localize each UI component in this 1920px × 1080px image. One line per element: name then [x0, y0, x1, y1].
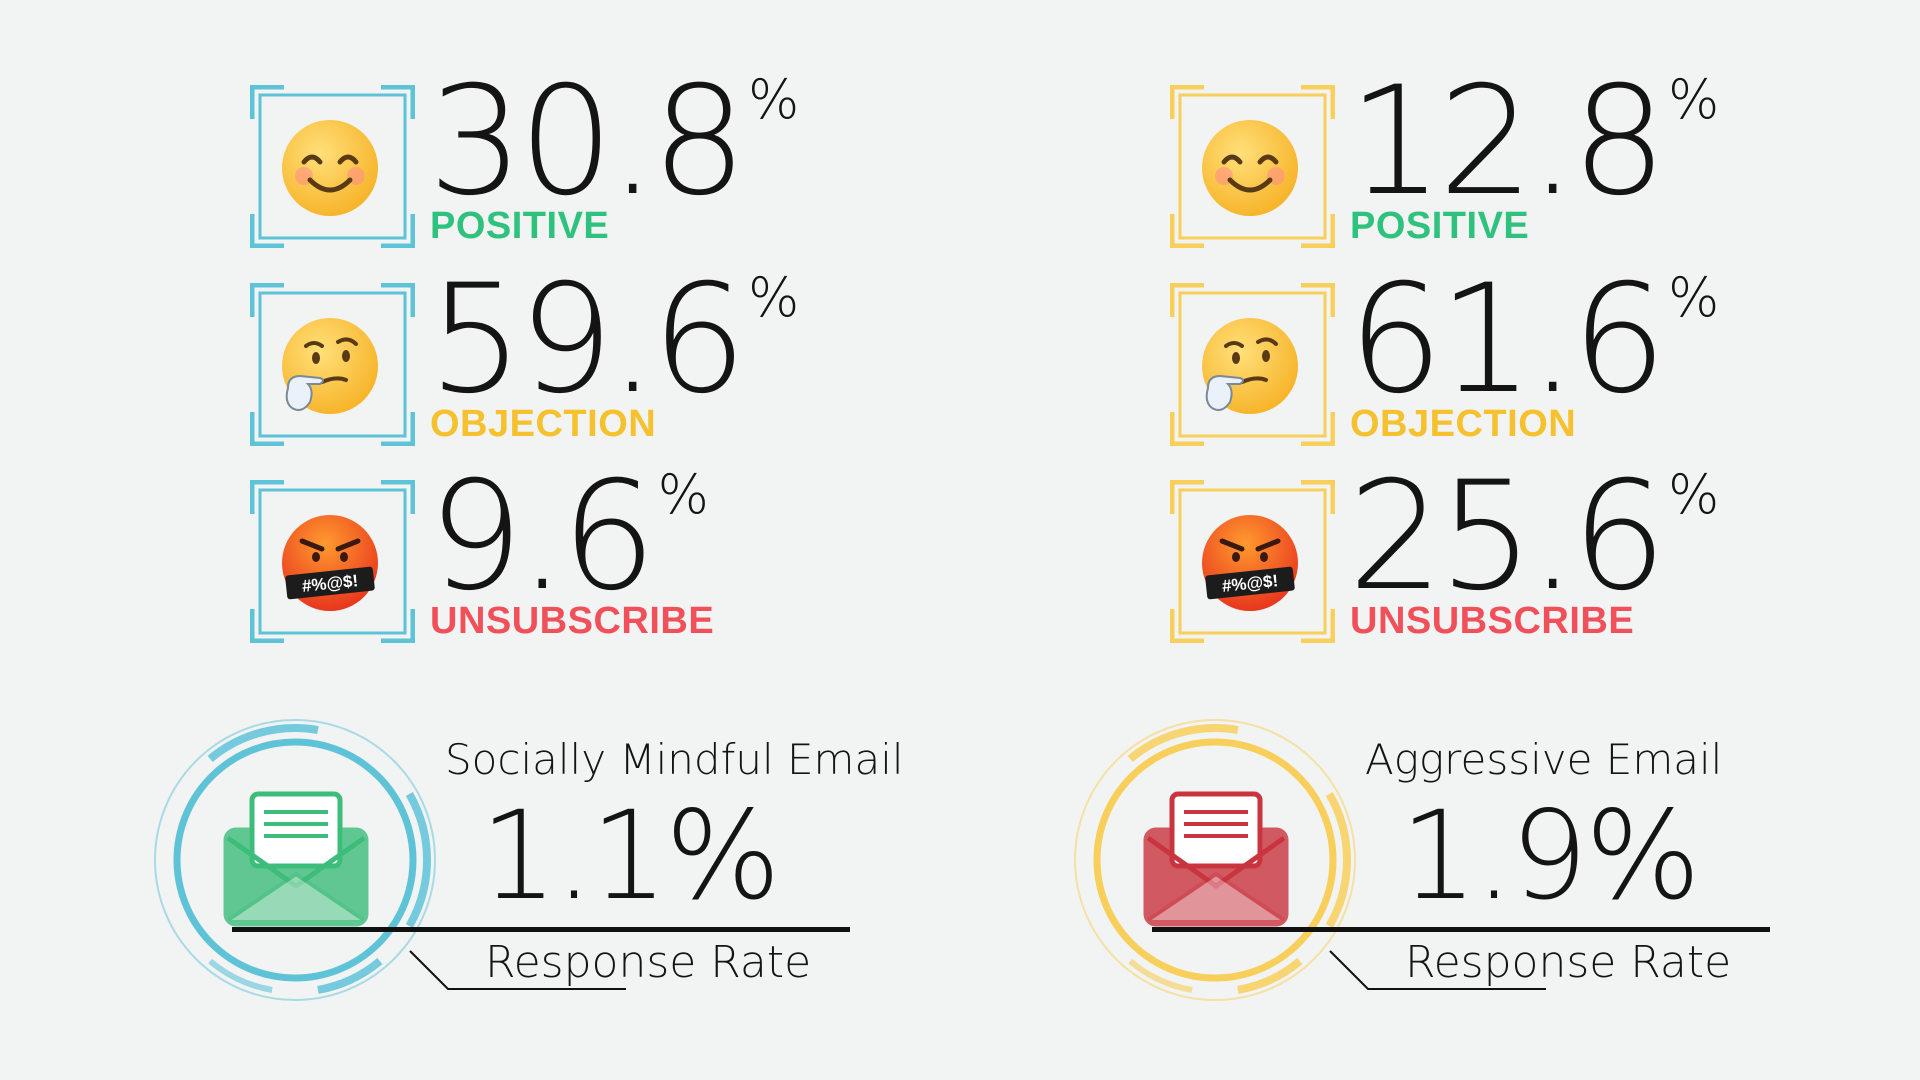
- positive-value: 30.8%: [428, 67, 799, 217]
- underline: [232, 927, 850, 932]
- unsubscribe-label: UNSUBSCRIBE: [430, 600, 715, 642]
- bracket-frame: [250, 283, 415, 446]
- underline: [1152, 927, 1770, 932]
- positive-value: 12.8%: [1348, 67, 1719, 217]
- aggressive-panel: 12.8% POSITIVE 61.6% OBJECTION #%@$! 25.…: [920, 0, 1880, 1080]
- unsubscribe-value: 9.6%: [428, 462, 709, 612]
- response-rate-value: 1.9%: [1400, 785, 1701, 927]
- objection-row: 59.6% OBJECTION: [250, 265, 870, 453]
- percent-sign: %: [747, 266, 800, 329]
- objection-label: OBJECTION: [430, 403, 657, 445]
- objection-number: 61.6: [1348, 253, 1667, 427]
- objection-row: 61.6% OBJECTION: [1170, 265, 1790, 453]
- positive-row: 30.8% POSITIVE: [250, 67, 870, 255]
- bracket-frame: [250, 85, 415, 248]
- percent-sign: %: [1667, 68, 1720, 131]
- unsubscribe-value: 25.6%: [1348, 462, 1719, 612]
- percent-sign: %: [747, 68, 800, 131]
- percent-sign: %: [1667, 463, 1720, 526]
- percent-sign: %: [657, 463, 709, 526]
- response-rate-block: Aggressive Email 1.9% Response Rate: [1070, 715, 1790, 1005]
- smiling-face-icon: [1202, 120, 1298, 216]
- unsubscribe-row: #%@$! 9.6% UNSUBSCRIBE: [250, 462, 870, 650]
- bracket-frame: [1170, 480, 1335, 643]
- objection-value: 59.6%: [428, 265, 799, 415]
- socially-mindful-panel: 30.8% POSITIVE 59.6% OBJECTION #%@$! 9.6…: [150, 67, 904, 1005]
- response-rate-value: 1.1%: [480, 785, 781, 927]
- percent-sign: %: [1667, 266, 1720, 329]
- objection-number: 59.6: [428, 253, 747, 427]
- bracket-frame: [1170, 85, 1335, 248]
- cursing-face-icon: #%@$!: [282, 515, 378, 611]
- email-title: Socially Mindful Email: [445, 735, 904, 784]
- objection-value: 61.6%: [1348, 265, 1719, 415]
- positive-number: 30.8: [428, 55, 747, 229]
- response-rate-label: Response Rate: [1405, 937, 1732, 988]
- response-rate-block: Socially Mindful Email 1.1% Response Rat…: [150, 715, 904, 1005]
- positive-row: 12.8% POSITIVE: [1170, 67, 1790, 255]
- smiling-face-icon: [282, 120, 378, 216]
- envelope-icon: [1143, 791, 1289, 927]
- positive-label: POSITIVE: [430, 205, 610, 247]
- positive-number: 12.8: [1348, 55, 1667, 229]
- ring-decoration: [1074, 719, 1356, 1001]
- ring-decoration: [154, 719, 436, 1001]
- unsubscribe-label: UNSUBSCRIBE: [1350, 600, 1635, 642]
- response-rate-label: Response Rate: [485, 937, 812, 988]
- cursing-face-icon: #%@$!: [1202, 515, 1298, 611]
- bracket-frame: [250, 480, 415, 643]
- email-title: Aggressive Email: [1365, 735, 1723, 784]
- leader-line: [409, 950, 626, 990]
- unsubscribe-row: #%@$! 25.6% UNSUBSCRIBE: [1170, 462, 1790, 650]
- leader-line: [1329, 950, 1546, 990]
- objection-label: OBJECTION: [1350, 403, 1577, 445]
- thinking-face-icon: [1202, 318, 1298, 414]
- unsubscribe-number: 9.6: [428, 450, 657, 624]
- thinking-face-icon: [282, 318, 378, 414]
- envelope-icon: [223, 791, 369, 927]
- bracket-frame: [1170, 283, 1335, 446]
- positive-label: POSITIVE: [1350, 205, 1530, 247]
- unsubscribe-number: 25.6: [1348, 450, 1667, 624]
